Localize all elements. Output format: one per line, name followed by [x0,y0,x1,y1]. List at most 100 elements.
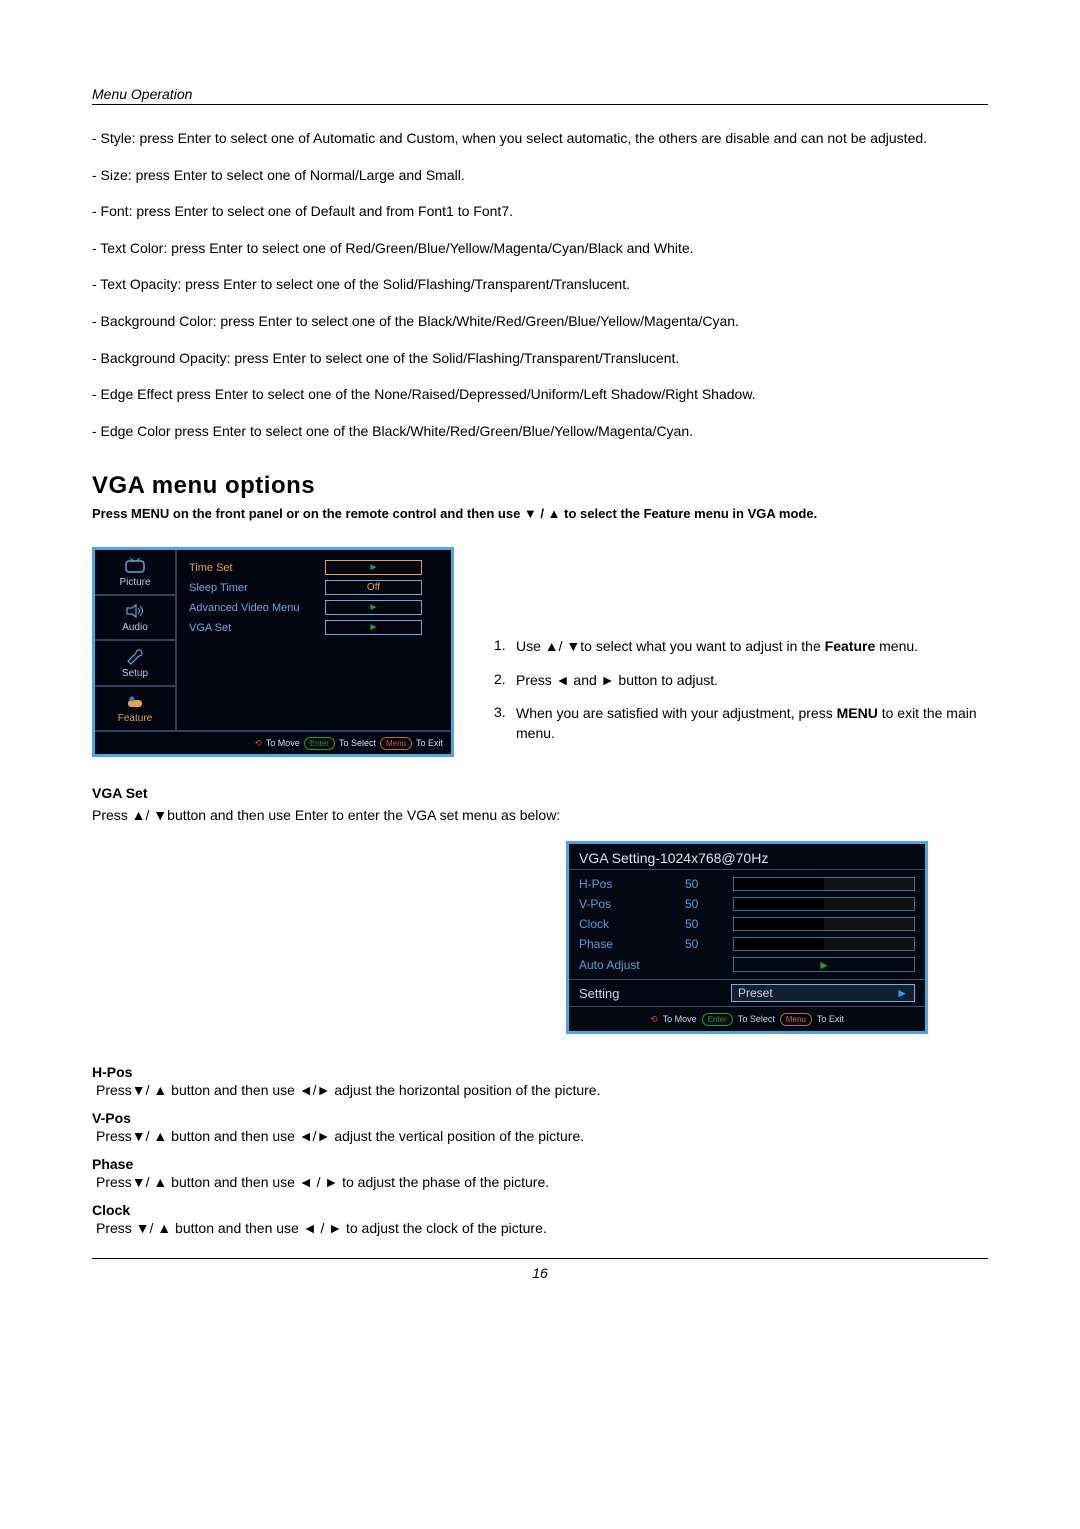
osd2-setting-row[interactable]: Setting Preset ► [569,980,925,1006]
row-value: 50 [685,937,733,951]
sidebar-item-audio[interactable]: Audio [95,596,175,642]
menu-row-time-set[interactable]: Time Set ► [189,560,439,575]
page-number: 16 [532,1265,548,1281]
osd-main: Time Set ► Sleep Timer Off Advanced Vide… [177,550,451,730]
row-value-box: ► [325,620,422,635]
row-bar [733,877,915,891]
menu-row-vga-set[interactable]: VGA Set ► [189,620,439,635]
instruction-text: Press ◄ and ► button to adjust. [516,671,988,691]
footer-exit-label: To Exit [817,1014,844,1024]
section-title: VGA menu options [92,472,988,500]
instruction-number: 2. [494,671,516,691]
sidebar-item-label: Picture [119,577,150,588]
param-body: Press▼/ ▲ button and then use ◄/► adjust… [92,1082,988,1098]
bar-fill [734,898,824,910]
arrow-right-icon: ► [896,986,908,1000]
param-heading: Phase [92,1156,988,1172]
row-bar [733,917,915,931]
row-value-box: ► [325,560,422,575]
arrow-right-icon: ► [818,958,830,972]
sidebar-item-label: Audio [122,622,148,633]
arrow-right-icon: ► [369,562,379,573]
row-value-box: ► [733,957,915,972]
row-label: V-Pos [579,897,685,911]
osd-sidebar: Picture Audio Setup [95,550,177,730]
list-item: - Background Color: press Enter to selec… [92,308,988,335]
row-value: 50 [685,877,733,891]
param-section: H-Pos Press▼/ ▲ button and then use ◄/► … [92,1064,988,1098]
menu-row-sleep-timer[interactable]: Sleep Timer Off [189,580,439,595]
list-item: - Font: press Enter to select one of Def… [92,198,988,225]
sidebar-item-picture[interactable]: Picture [95,550,175,596]
instruction-item: 2. Press ◄ and ► button to adjust. [494,671,988,691]
footer-move-label: To Move [266,738,300,748]
row-label: Sleep Timer [189,582,325,594]
row-label: Clock [579,917,685,931]
bullet-list: - Style: press Enter to select one of Au… [92,125,988,444]
footer-move-label: To Move [663,1014,697,1024]
row-label: H-Pos [579,877,685,891]
instruction-text: Use ▲/ ▼to select what you want to adjus… [516,637,988,657]
page: Menu Operation - Style: press Enter to s… [0,0,1080,1341]
param-section: Phase Press▼/ ▲ button and then use ◄ / … [92,1156,988,1190]
row-label: Advanced Video Menu [189,602,325,614]
page-footer: 16 [92,1258,988,1281]
osd-vga-setting: VGA Setting-1024x768@70Hz H-Pos 50 V-Pos… [566,841,928,1034]
sidebar-item-label: Feature [118,713,152,724]
bar-fill [734,878,824,890]
list-item: - Edge Effect press Enter to select one … [92,381,988,408]
menu-badge: Menu [380,737,412,750]
row-bar [733,897,915,911]
wrench-icon [123,648,147,666]
row-value: 50 [685,917,733,931]
osd2-table: H-Pos 50 V-Pos 50 Clock 50 Phase 50 [569,870,925,975]
intro-text: Press MENU on the front panel or on the … [92,506,988,521]
footer-exit-label: To Exit [416,738,443,748]
param-heading: V-Pos [92,1110,988,1126]
vgaset-heading: VGA Set [92,785,988,801]
sidebar-item-setup[interactable]: Setup [95,641,175,687]
instruction-list: 1. Use ▲/ ▼to select what you want to ad… [494,637,988,757]
speaker-icon [123,602,147,620]
list-item: - Text Opacity: press Enter to select on… [92,271,988,298]
row-value-box: ► [325,600,422,615]
param-section: V-Pos Press▼/ ▲ button and then use ◄/► … [92,1110,988,1144]
preset-box: Preset ► [731,984,915,1002]
param-body: Press▼/ ▲ button and then use ◄ / ► to a… [92,1174,988,1190]
footer-select-label: To Select [339,738,376,748]
osd2-row-autoadjust[interactable]: Auto Adjust ► [579,954,915,975]
osd2-footer: ⟲ To Move Enter To Select Menu To Exit [569,1006,925,1031]
menu-badge: Menu [780,1013,812,1026]
list-item: - Size: press Enter to select one of Nor… [92,162,988,189]
row-value: 50 [685,897,733,911]
footer-select-label: To Select [738,1014,775,1024]
menu-row-advanced-video[interactable]: Advanced Video Menu ► [189,600,439,615]
osd2-row-phase[interactable]: Phase 50 [579,934,915,954]
param-heading: H-Pos [92,1064,988,1080]
osd2-row-clock[interactable]: Clock 50 [579,914,915,934]
list-item: - Text Color: press Enter to select one … [92,235,988,262]
row-label: VGA Set [189,622,325,634]
row-bar [733,937,915,951]
arrow-right-icon: ► [369,622,379,633]
enter-badge: Enter [702,1013,733,1026]
instruction-number: 1. [494,637,516,657]
row-label: Auto Adjust [579,958,685,972]
param-heading: Clock [92,1202,988,1218]
list-item: - Edge Color press Enter to select one o… [92,418,988,445]
row-value: Off [367,582,380,593]
osd-feature-menu: Picture Audio Setup [92,547,454,757]
enter-badge: Enter [304,737,335,750]
param-body: Press▼/ ▲ button and then use ◄/► adjust… [92,1128,988,1144]
instruction-item: 1. Use ▲/ ▼to select what you want to ad… [494,637,988,657]
setting-label: Setting [579,986,731,1001]
tv-icon [123,557,147,575]
arrow-right-icon: ► [369,602,379,613]
osd2-row-vpos[interactable]: V-Pos 50 [579,894,915,914]
param-body: Press ▼/ ▲ button and then use ◄ / ► to … [92,1220,988,1236]
list-item: - Style: press Enter to select one of Au… [92,125,988,152]
header-title: Menu Operation [92,86,988,105]
instruction-number: 3. [494,704,516,743]
osd2-row-hpos[interactable]: H-Pos 50 [579,874,915,894]
sidebar-item-feature[interactable]: Feature [95,687,175,731]
